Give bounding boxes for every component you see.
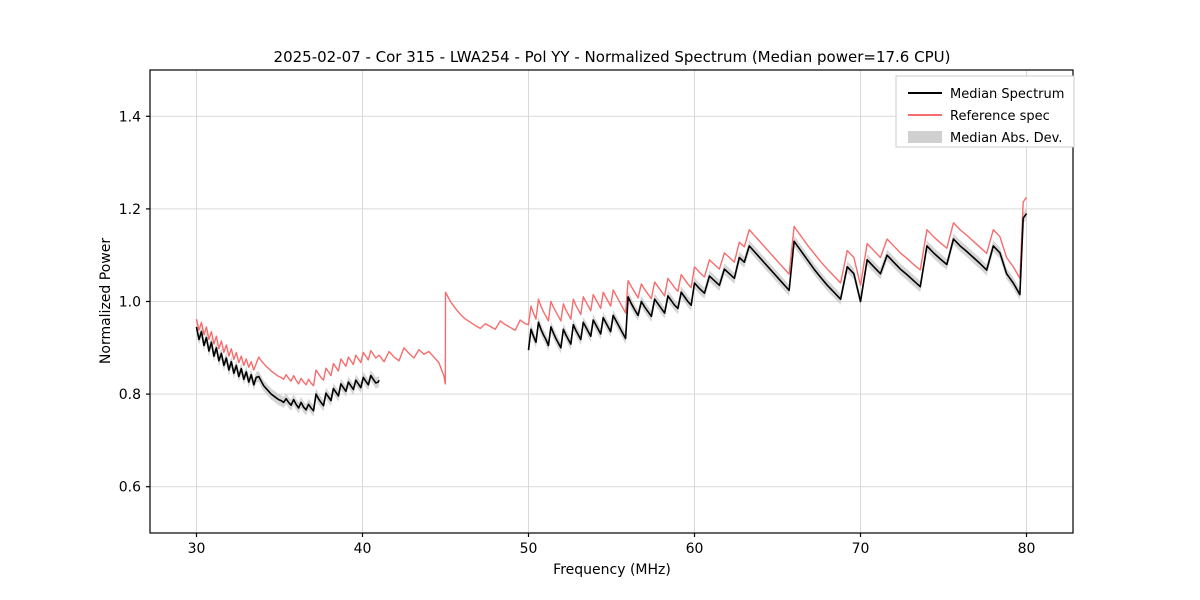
chart-legend: Median Spectrum Reference spec Median Abs.… <box>895 75 1075 148</box>
legend-label-2: Median Abs. Dev. <box>950 131 1062 146</box>
mad-band <box>196 207 1027 417</box>
x-axis-label: Frequency (MHz) <box>553 562 671 578</box>
x-tick-label: 50 <box>520 541 538 557</box>
legend-label-1: Reference spec <box>950 109 1050 124</box>
x-tick-label: 70 <box>852 541 870 557</box>
y-tick-label: 0.8 <box>119 387 141 403</box>
y-tick-label: 1.0 <box>119 295 141 311</box>
y-axis-ticks: 0.6 0.8 1.0 1.2 1.4 <box>119 109 150 496</box>
x-tick-label: 40 <box>354 541 372 557</box>
y-tick-label: 1.4 <box>119 109 141 125</box>
x-tick-label: 60 <box>686 541 704 557</box>
y-tick-label: 0.6 <box>119 480 141 496</box>
y-tick-label: 1.2 <box>119 202 141 218</box>
x-axis-ticks: 30 40 50 60 70 80 <box>188 533 1036 557</box>
x-tick-label: 80 <box>1018 541 1036 557</box>
y-axis-label: Normalized Power <box>98 238 114 364</box>
legend-label-0: Median Spectrum <box>950 87 1064 102</box>
x-tick-label: 30 <box>188 541 206 557</box>
data-series <box>195 196 1028 412</box>
chart-title: 2025-02-07 - Cor 315 - LWA254 - Pol YY -… <box>274 48 951 66</box>
